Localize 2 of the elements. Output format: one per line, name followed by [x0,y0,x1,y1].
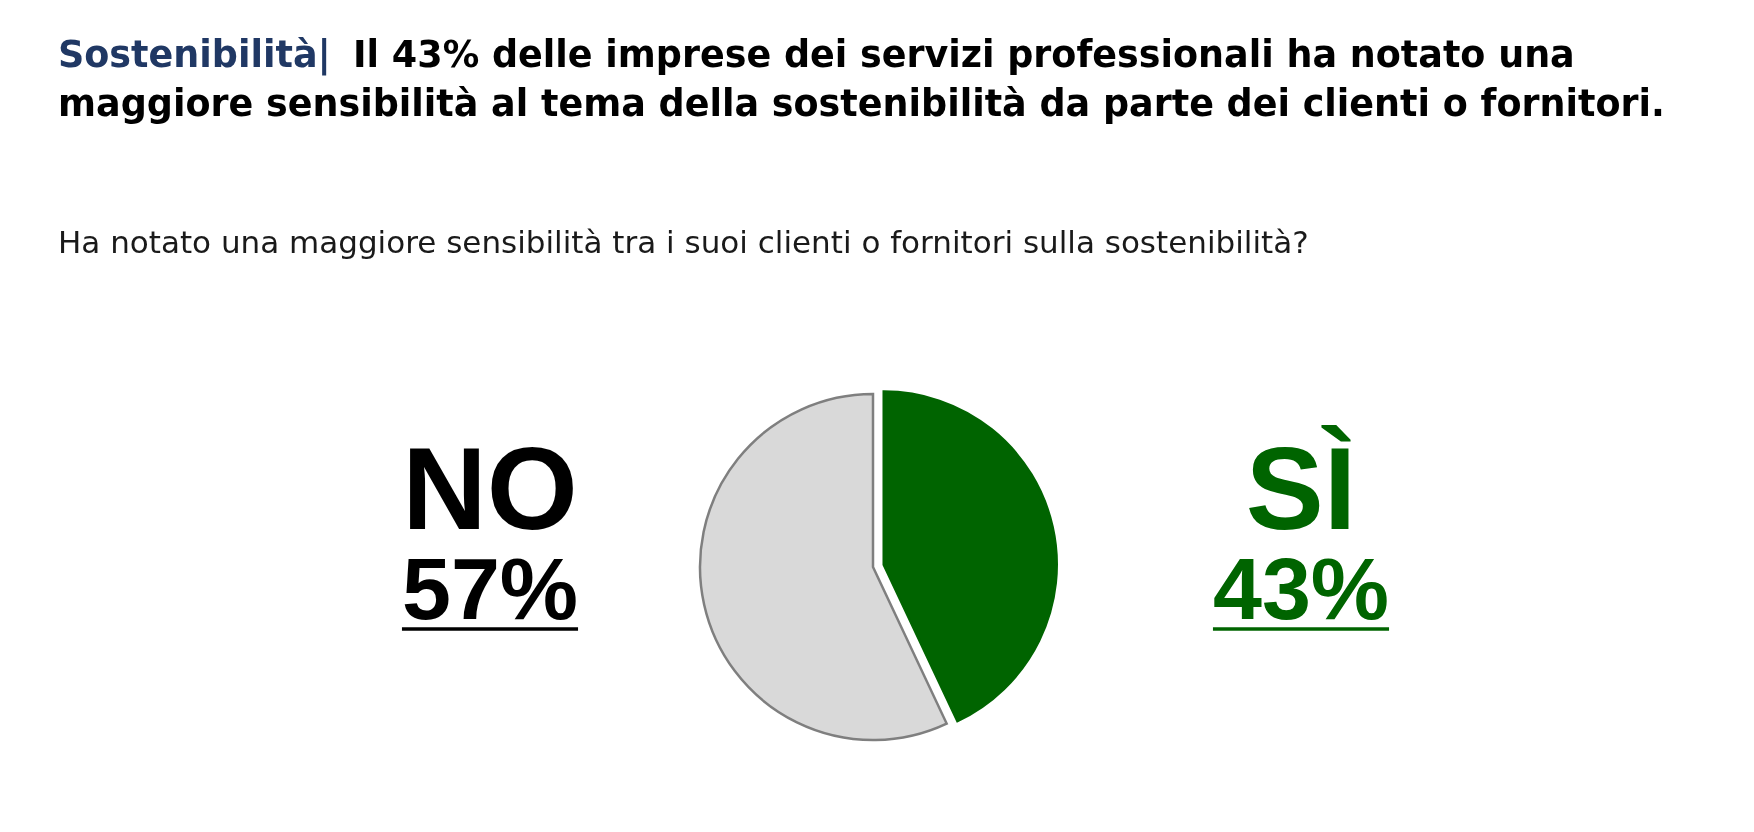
chart-subtitle: Ha notato una maggiore sensibilità tra i suoi clienti o fornitori sulla sostenibilità? [58,224,1309,260]
chart-title: Sostenibilità| Il 43% delle imprese dei servizi professionali ha notato una maggiore sensibilità al tema della sostenibilità da parte dei clienti o fornitori. [58,33,1665,125]
